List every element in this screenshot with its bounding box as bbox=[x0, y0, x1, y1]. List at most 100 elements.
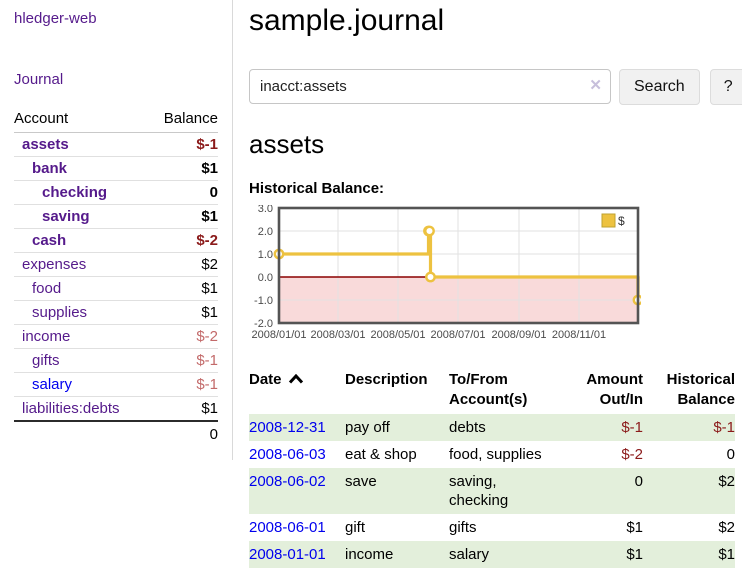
accounts-header-balance: Balance bbox=[148, 107, 218, 133]
svg-text:3.0: 3.0 bbox=[258, 205, 273, 215]
accounts-header-account: Account bbox=[14, 107, 149, 133]
account-balance: $1 bbox=[148, 396, 218, 422]
svg-text:2008/03/01: 2008/03/01 bbox=[310, 329, 365, 341]
transaction-description: gift bbox=[345, 519, 366, 536]
search-button[interactable]: Search bbox=[619, 69, 700, 105]
account-balance: $1 bbox=[148, 276, 218, 301]
transaction-amount: $-1 bbox=[579, 414, 643, 441]
transaction-balance: $-1 bbox=[643, 414, 735, 441]
transaction-description: pay off bbox=[345, 414, 449, 441]
transaction-accounts: gifts bbox=[449, 519, 477, 536]
account-balance: $-2 bbox=[148, 228, 218, 253]
svg-text:2008/05/01: 2008/05/01 bbox=[370, 329, 425, 341]
svg-text:2008/07/01: 2008/07/01 bbox=[430, 329, 485, 341]
help-button[interactable]: ? bbox=[709, 69, 742, 105]
transaction-accounts: food, supplies bbox=[449, 446, 542, 463]
transaction-amount: $1 bbox=[579, 541, 643, 568]
account-balance: $-1 bbox=[148, 132, 218, 157]
account-row: assets $-1 bbox=[14, 132, 218, 157]
txn-header-amount: Amount Out/In bbox=[586, 371, 643, 408]
account-link-bank[interactable]: bank bbox=[32, 160, 68, 177]
svg-text:2008/01/01: 2008/01/01 bbox=[251, 329, 306, 341]
account-link-saving[interactable]: saving bbox=[42, 208, 90, 225]
svg-text:2.0: 2.0 bbox=[258, 226, 273, 238]
account-balance: 0 bbox=[148, 180, 218, 205]
transaction-date-link[interactable]: 2008-01-01 bbox=[249, 546, 326, 563]
search-input[interactable] bbox=[249, 69, 611, 104]
account-link-cash[interactable]: cash bbox=[32, 232, 67, 249]
transaction-row: 2008-12-31 pay off debts $-1 $-1 bbox=[249, 414, 735, 441]
txn-header-accounts: To/From Account(s) bbox=[449, 371, 528, 408]
main-content: sample.journal ✕ Search ? assets Histori… bbox=[233, 0, 742, 568]
transaction-accounts: debts bbox=[449, 414, 579, 441]
account-row: salary $-1 bbox=[14, 372, 218, 397]
search-form: ✕ Search ? bbox=[249, 69, 742, 105]
account-balance: $1 bbox=[148, 300, 218, 325]
txn-header-date[interactable]: Date bbox=[249, 368, 345, 414]
app-layout: hledger-web Journal Account Balance asse… bbox=[14, 0, 742, 568]
account-link-food[interactable]: food bbox=[32, 280, 62, 297]
account-balance: $-1 bbox=[148, 372, 218, 397]
accounts-table: Account Balance assets $-1 bank $1 checking 0… bbox=[14, 107, 218, 446]
account-link-salary[interactable]: salary bbox=[32, 376, 73, 393]
svg-text:$: $ bbox=[618, 214, 625, 228]
svg-text:2008/11/01: 2008/11/01 bbox=[552, 329, 606, 341]
account-balance: $1 bbox=[148, 204, 218, 229]
account-balance: $2 bbox=[148, 252, 218, 277]
account-row: supplies $1 bbox=[14, 300, 218, 325]
transaction-row: 2008-06-03 eat & shop food, supplies $-2 0 bbox=[249, 441, 735, 468]
account-link-assets[interactable]: assets bbox=[22, 136, 69, 153]
account-heading: assets bbox=[249, 129, 325, 159]
transaction-balance: $2 bbox=[643, 468, 735, 514]
historical-balance-chart: $3.0 2.0 1.0 0.0 -1.0 -2.0 2008/01/01 2008/03/0… bbox=[249, 203, 742, 348]
account-link-expenses[interactable]: expenses bbox=[22, 256, 87, 273]
transaction-balance: 0 bbox=[726, 446, 735, 463]
transaction-accounts: salary bbox=[449, 541, 579, 568]
account-row: gifts $-1 bbox=[14, 348, 218, 373]
transaction-date-link[interactable]: 2008-12-31 bbox=[249, 419, 326, 436]
account-link-checking[interactable]: checking bbox=[42, 184, 108, 201]
transaction-accounts: saving, checking bbox=[449, 468, 579, 514]
account-row: income $-2 bbox=[14, 324, 218, 349]
account-row: expenses $2 bbox=[14, 252, 218, 277]
transaction-balance: $2 bbox=[718, 519, 735, 536]
account-row: bank $1 bbox=[14, 156, 218, 181]
accounts-total: 0 bbox=[148, 420, 218, 446]
account-row: saving $1 bbox=[14, 204, 218, 229]
transaction-date-link[interactable]: 2008-06-02 bbox=[249, 473, 326, 490]
transaction-date-link[interactable]: 2008-06-03 bbox=[249, 446, 326, 463]
transaction-row: 2008-06-01 gift gifts $1 $2 bbox=[249, 514, 735, 541]
transaction-row: 2008-06-02 save saving, checking 0 $2 bbox=[249, 468, 735, 514]
transaction-description: income bbox=[345, 541, 449, 568]
account-row: food $1 bbox=[14, 276, 218, 301]
sidebar-item-journal[interactable]: Journal bbox=[14, 71, 64, 88]
transaction-row: 2008-01-01 income salary $1 $1 bbox=[249, 541, 735, 568]
account-link-liabilities-debts[interactable]: liabilities:debts bbox=[22, 400, 120, 417]
account-balance: $-1 bbox=[148, 348, 218, 373]
accounts-total-row: 0 bbox=[14, 420, 218, 446]
transactions-table: Date Description To/From Account(s) Amoun… bbox=[249, 368, 735, 568]
sort-ascending-icon bbox=[288, 370, 304, 390]
svg-text:-2.0: -2.0 bbox=[254, 318, 273, 330]
chart-label: Historical Balance: bbox=[249, 180, 385, 197]
txn-header-balance: Historical Balance bbox=[666, 371, 735, 408]
account-row: cash $-2 bbox=[14, 228, 218, 253]
transaction-description: save bbox=[345, 468, 449, 514]
account-link-income[interactable]: income bbox=[22, 328, 71, 345]
transaction-amount: $1 bbox=[626, 519, 643, 536]
account-row: checking 0 bbox=[14, 180, 218, 205]
transaction-description: eat & shop bbox=[345, 446, 417, 463]
account-link-supplies[interactable]: supplies bbox=[32, 304, 88, 321]
page-title: sample.journal bbox=[249, 4, 445, 37]
app-title[interactable]: hledger-web bbox=[14, 10, 97, 27]
clear-search-icon[interactable]: ✕ bbox=[589, 77, 602, 94]
account-link-gifts[interactable]: gifts bbox=[32, 352, 60, 369]
svg-text:-1.0: -1.0 bbox=[254, 295, 273, 307]
account-balance: $-2 bbox=[148, 324, 218, 349]
transaction-amount: 0 bbox=[579, 468, 643, 514]
transaction-amount: $-2 bbox=[621, 446, 643, 463]
transaction-date-link[interactable]: 2008-06-01 bbox=[249, 519, 326, 536]
svg-text:0.0: 0.0 bbox=[258, 272, 273, 284]
svg-text:1.0: 1.0 bbox=[258, 249, 273, 261]
txn-header-description: Description bbox=[345, 371, 428, 388]
